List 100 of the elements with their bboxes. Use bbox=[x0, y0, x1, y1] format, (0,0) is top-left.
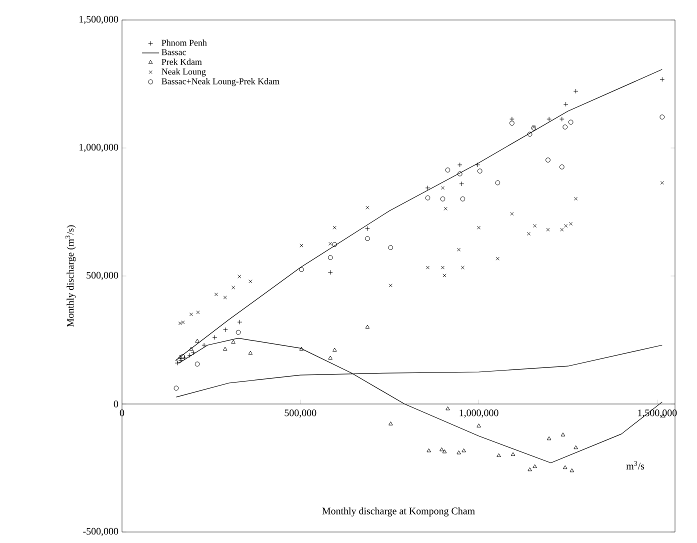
legend-label: Neak Loung bbox=[162, 68, 206, 76]
point bbox=[546, 116, 552, 122]
point bbox=[510, 452, 516, 456]
point bbox=[232, 286, 236, 290]
point bbox=[190, 350, 196, 356]
point bbox=[457, 162, 462, 168]
y-tick-label: 1,000,000 bbox=[80, 144, 118, 152]
point bbox=[202, 342, 206, 348]
point bbox=[477, 168, 482, 174]
point bbox=[660, 181, 664, 185]
point bbox=[425, 195, 430, 200]
point bbox=[528, 467, 532, 472]
point bbox=[564, 224, 568, 228]
point bbox=[456, 450, 461, 454]
point bbox=[459, 181, 464, 186]
point bbox=[476, 424, 481, 428]
x-tick-label: 1,000,000 bbox=[460, 410, 498, 418]
point bbox=[460, 266, 465, 270]
point bbox=[495, 180, 500, 186]
point bbox=[365, 236, 370, 242]
legend-label: Prek Kdam bbox=[162, 58, 202, 65]
point bbox=[187, 352, 192, 358]
point bbox=[238, 274, 242, 278]
point bbox=[328, 255, 333, 260]
y-tick-label: 0 bbox=[114, 400, 118, 408]
point bbox=[178, 354, 182, 358]
point bbox=[570, 468, 574, 472]
point bbox=[440, 266, 445, 270]
point bbox=[388, 245, 394, 250]
point bbox=[440, 186, 445, 190]
legend-label: Phnom Penh bbox=[162, 40, 207, 46]
point bbox=[194, 362, 200, 367]
point bbox=[532, 224, 537, 228]
point bbox=[559, 164, 564, 170]
point bbox=[328, 242, 332, 246]
point bbox=[574, 196, 578, 200]
point bbox=[189, 346, 194, 351]
point bbox=[457, 171, 462, 176]
point bbox=[444, 206, 448, 210]
point bbox=[231, 340, 236, 344]
point bbox=[574, 445, 578, 450]
point bbox=[446, 406, 450, 410]
point bbox=[532, 464, 537, 468]
point bbox=[442, 274, 446, 278]
point bbox=[426, 448, 431, 452]
point bbox=[248, 280, 252, 284]
point bbox=[475, 162, 480, 168]
point bbox=[496, 453, 501, 458]
point bbox=[440, 196, 446, 202]
x-tick-label: 500,000 bbox=[284, 410, 316, 418]
point bbox=[223, 296, 227, 300]
point bbox=[214, 292, 218, 296]
point bbox=[174, 386, 179, 391]
point bbox=[299, 267, 304, 272]
point bbox=[510, 212, 514, 216]
y-tick-label: -500,000 bbox=[83, 528, 118, 536]
point bbox=[527, 132, 532, 137]
point bbox=[457, 248, 461, 252]
point bbox=[189, 312, 194, 316]
point bbox=[388, 422, 393, 426]
annotation: m$^{3}$/s bbox=[626, 461, 644, 470]
point bbox=[546, 436, 552, 440]
point bbox=[365, 324, 370, 329]
point bbox=[332, 226, 336, 230]
y-axis-title: Monthly discharge (m$^{3}$/s) bbox=[65, 225, 76, 327]
point bbox=[332, 242, 338, 247]
point bbox=[510, 120, 514, 126]
point bbox=[440, 447, 444, 452]
point bbox=[328, 270, 333, 275]
point bbox=[560, 432, 566, 436]
x-tick-label: 0 bbox=[120, 410, 124, 416]
point bbox=[222, 346, 228, 351]
point bbox=[442, 449, 447, 454]
point bbox=[573, 88, 578, 94]
point bbox=[460, 196, 466, 202]
point bbox=[426, 266, 430, 270]
point bbox=[181, 320, 185, 324]
point bbox=[510, 116, 514, 122]
point bbox=[299, 346, 304, 351]
y-tick-label: 1,500,000 bbox=[80, 16, 118, 24]
legend-label: Bassac bbox=[162, 49, 186, 56]
point bbox=[462, 448, 466, 452]
point bbox=[546, 228, 550, 232]
point bbox=[174, 360, 180, 366]
point bbox=[248, 350, 253, 355]
point bbox=[236, 330, 241, 335]
point bbox=[546, 158, 550, 162]
point bbox=[366, 206, 370, 210]
point bbox=[568, 120, 574, 125]
x-axis-title: Monthly discharge at Kompong Cham bbox=[322, 507, 475, 516]
point bbox=[660, 114, 665, 120]
point bbox=[365, 226, 370, 232]
point bbox=[563, 102, 568, 107]
point bbox=[332, 348, 337, 352]
point bbox=[476, 226, 481, 230]
point bbox=[196, 310, 200, 314]
point bbox=[562, 124, 568, 130]
point bbox=[195, 338, 200, 343]
point bbox=[560, 228, 564, 232]
point bbox=[388, 284, 392, 288]
